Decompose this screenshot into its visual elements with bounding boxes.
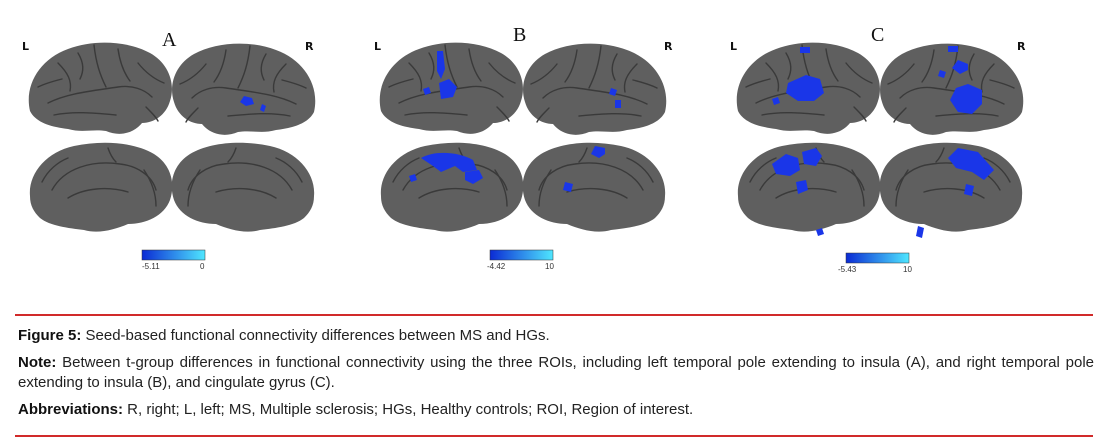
panel-a-letter: A [162, 29, 177, 51]
panel-a-left-medial-brain [29, 142, 173, 232]
panel-b-letter: B [513, 24, 526, 46]
panel-b-colorbar-min: -4.42 [487, 262, 506, 271]
panel-b-right-medial-brain [522, 142, 666, 232]
panel-a-colorbar: -5.11 0 [141, 249, 206, 271]
panel-b-colorbar: -4.42 10 [487, 249, 554, 271]
caption-top-rule [15, 314, 1093, 316]
panel-c: C L R [730, 24, 1026, 274]
panel-c-left-lateral-brain [736, 42, 880, 134]
panel-a-colorbar-max: 0 [200, 262, 205, 271]
panel-c-right-medial-brain [879, 142, 1023, 238]
caption-bottom-rule [15, 435, 1093, 437]
panel-c-letter: C [871, 24, 884, 46]
abbreviations-label: Abbreviations: [18, 401, 124, 418]
brain-figure: A L R -5.11 0 B L R [22, 24, 1026, 274]
panel-c-right-label: R [1017, 40, 1026, 53]
figure-caption-text: Seed-based functional connectivity diffe… [81, 327, 550, 344]
panel-a-left-label: L [22, 40, 29, 53]
panel-a: A L R -5.11 0 [22, 29, 316, 271]
panel-a-right-label: R [305, 40, 314, 53]
figure-caption: Figure 5: Seed-based functional connecti… [18, 326, 1094, 346]
panel-b-right-label: R [664, 40, 673, 53]
abbreviations-text: R, right; L, left; MS, Multiple sclerosi… [123, 401, 694, 418]
figure-abbreviations: Abbreviations: R, right; L, left; MS, Mu… [18, 400, 1094, 420]
panel-b-left-medial-brain [380, 142, 524, 232]
panel-c-left-label: L [730, 40, 737, 53]
panel-b-colorbar-max: 10 [545, 262, 554, 271]
figure-note: Note: Between t-group differences in fun… [18, 353, 1094, 393]
panel-a-right-lateral-brain [172, 43, 316, 135]
panel-c-colorbar: -5.43 10 [838, 252, 912, 274]
panel-b-left-label: L [374, 40, 381, 53]
panel-c-colorbar-min: -5.43 [838, 265, 857, 274]
note-label: Note: [18, 354, 57, 371]
panel-a-colorbar-min: -5.11 [142, 262, 160, 271]
panel-a-right-medial-brain [171, 142, 315, 232]
panel-a-left-lateral-brain [28, 42, 172, 134]
panel-b-right-lateral-brain [523, 43, 667, 135]
panel-b: B L R -4.42 10 [374, 24, 673, 271]
figure-label: Figure 5: [18, 327, 82, 344]
panel-c-colorbar-max: 10 [903, 265, 912, 274]
panel-b-left-lateral-brain [379, 42, 523, 134]
panel-c-left-medial-brain [737, 142, 881, 236]
panel-c-right-lateral-brain [880, 43, 1024, 135]
note-text: Between t-group differences in functiona… [18, 354, 1094, 391]
